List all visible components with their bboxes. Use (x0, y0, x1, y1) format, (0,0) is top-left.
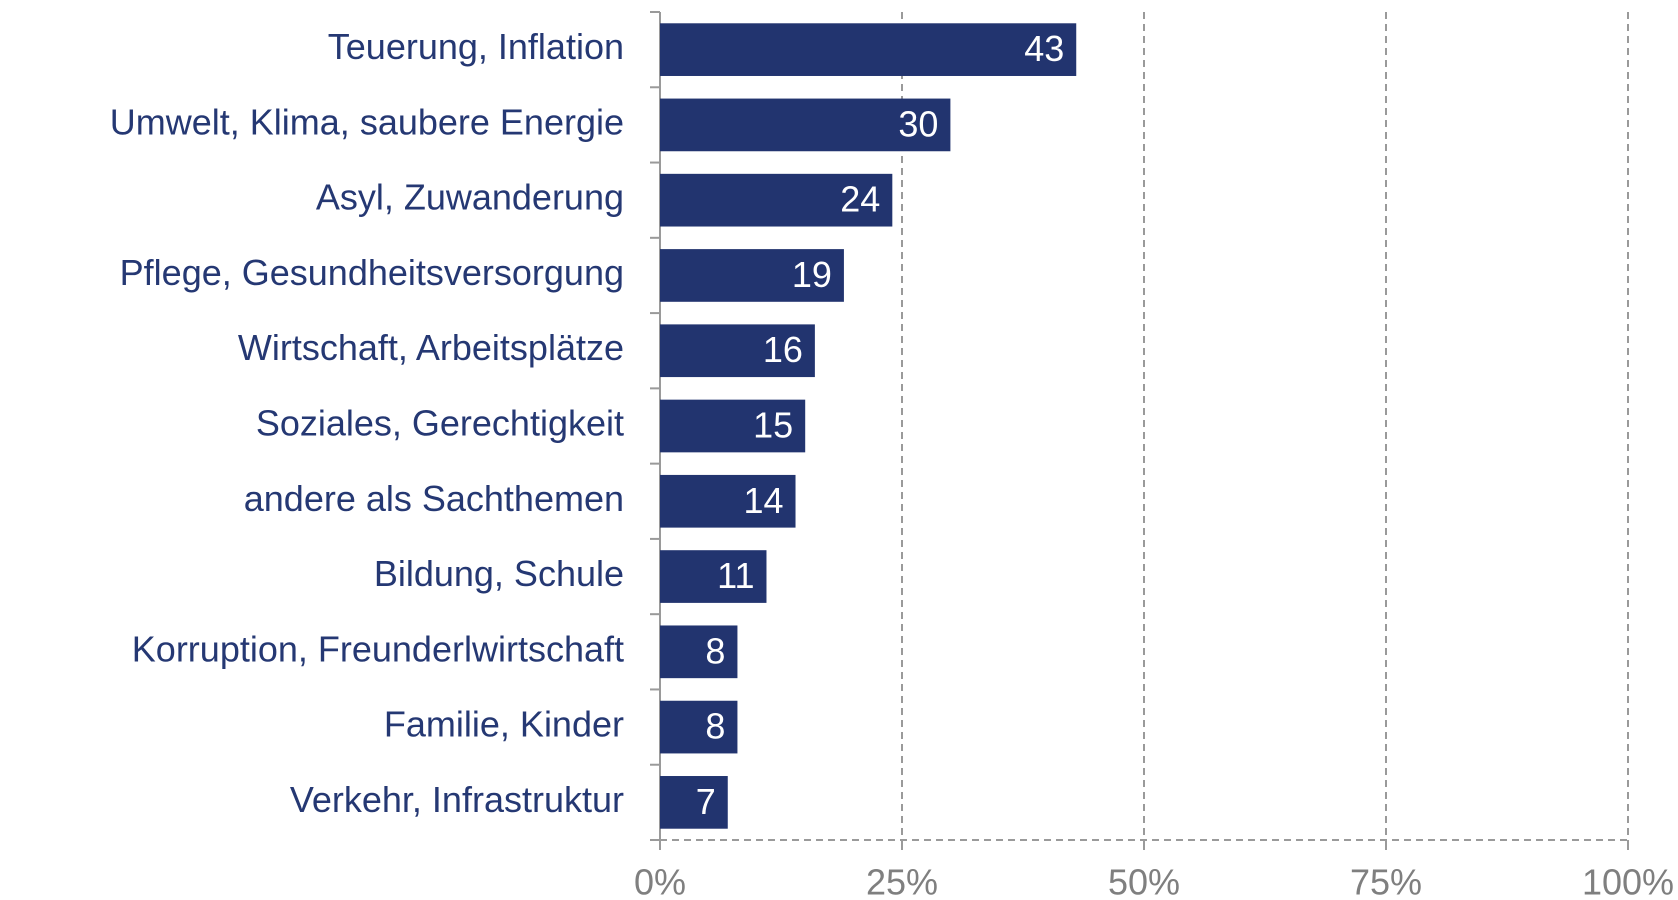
y-tick-label: Asyl, Zuwanderung (316, 177, 624, 218)
bar (660, 249, 844, 302)
y-tick-label: Verkehr, Infrastruktur (290, 779, 624, 820)
bar (660, 324, 815, 378)
x-tick-label: 50% (1108, 862, 1180, 900)
y-tick-label: Bildung, Schule (374, 553, 624, 594)
data-label: 11 (717, 555, 754, 596)
bar (660, 550, 767, 603)
data-label: 15 (753, 405, 793, 446)
bar (660, 23, 1077, 76)
y-tick-label: Teuerung, Inflation (328, 26, 624, 67)
bar (660, 173, 893, 227)
y-tick-label: Soziales, Gerechtigkeit (256, 403, 624, 444)
data-label: 7 (696, 781, 716, 822)
bar (660, 776, 728, 829)
data-label: 24 (840, 179, 880, 220)
y-tick-label: Pflege, Gesundheitsversorgung (120, 252, 624, 293)
data-label: 16 (763, 329, 803, 370)
x-tick-label: 100% (1582, 862, 1674, 900)
data-label: 30 (898, 103, 938, 144)
bar (660, 625, 738, 679)
y-tick-label: Umwelt, Klima, saubere Energie (110, 101, 624, 142)
x-tick-label: 25% (866, 862, 938, 900)
y-tick-label: Korruption, Freunderlwirtschaft (132, 628, 624, 669)
data-label: 14 (743, 480, 783, 521)
bar (660, 474, 796, 528)
data-label: 8 (705, 706, 725, 747)
bar (660, 98, 951, 152)
y-tick-label: andere als Sachthemen (244, 478, 624, 519)
x-tick-label: 0% (634, 862, 686, 900)
y-tick-label: Wirtschaft, Arbeitsplätze (238, 327, 624, 368)
x-tick-label: 75% (1350, 862, 1422, 900)
bar (660, 700, 738, 754)
bar (660, 399, 806, 453)
data-label: 19 (792, 254, 832, 295)
data-label: 8 (705, 630, 725, 671)
y-tick-label: Familie, Kinder (384, 704, 624, 745)
data-label: 43 (1024, 28, 1064, 69)
